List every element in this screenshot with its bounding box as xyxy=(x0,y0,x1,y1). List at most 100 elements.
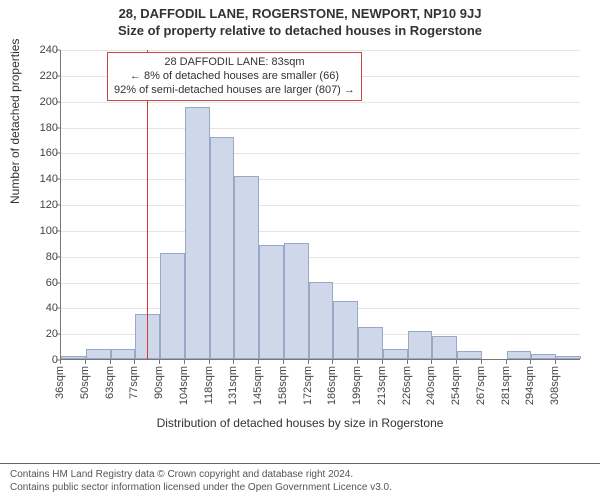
y-tick-mark xyxy=(56,153,60,154)
x-tick-label: 226sqm xyxy=(401,366,413,405)
y-tick-label: 40 xyxy=(18,302,58,314)
x-tick-mark xyxy=(308,360,309,364)
x-tick-mark xyxy=(506,360,507,364)
x-tick-mark xyxy=(357,360,358,364)
histogram-bar xyxy=(507,351,532,359)
plot-area: 28 DAFFODIL LANE: 83sqm ← 8% of detached… xyxy=(60,50,580,360)
annotation-line1: 28 DAFFODIL LANE: 83sqm xyxy=(114,56,355,70)
y-tick-mark xyxy=(56,101,60,102)
histogram-bar xyxy=(383,349,408,359)
x-tick-label: 77sqm xyxy=(128,366,140,399)
gridline xyxy=(61,153,580,154)
x-tick-mark xyxy=(258,360,259,364)
x-tick-label: 145sqm xyxy=(252,366,264,405)
x-axis-label: Distribution of detached houses by size … xyxy=(0,416,600,430)
x-tick-mark xyxy=(481,360,482,364)
x-tick-mark xyxy=(382,360,383,364)
x-tick-label: 131sqm xyxy=(227,366,239,405)
histogram-bar xyxy=(408,331,433,359)
y-tick-mark xyxy=(56,50,60,51)
x-tick-mark xyxy=(431,360,432,364)
y-tick-label: 20 xyxy=(18,328,58,340)
annotation-line3: 92% of semi-detached houses are larger (… xyxy=(114,84,355,98)
y-tick-label: 60 xyxy=(18,277,58,289)
x-tick-mark xyxy=(134,360,135,364)
x-tick-mark xyxy=(407,360,408,364)
page-title-line1: 28, DAFFODIL LANE, ROGERSTONE, NEWPORT, … xyxy=(0,0,600,21)
histogram-bar xyxy=(432,336,457,359)
footer-line2: Contains public sector information licen… xyxy=(10,481,590,494)
attribution-footer: Contains HM Land Registry data © Crown c… xyxy=(0,463,600,500)
y-tick-mark xyxy=(56,179,60,180)
histogram-bar xyxy=(86,349,111,359)
gridline xyxy=(61,257,580,258)
gridline xyxy=(61,231,580,232)
x-tick-mark xyxy=(159,360,160,364)
x-tick-mark xyxy=(332,360,333,364)
x-tick-label: 172sqm xyxy=(302,366,314,405)
x-tick-label: 63sqm xyxy=(104,366,116,399)
histogram-bar xyxy=(309,282,334,360)
x-tick-mark xyxy=(233,360,234,364)
y-tick-label: 160 xyxy=(18,147,58,159)
gridline xyxy=(61,205,580,206)
y-tick-mark xyxy=(56,230,60,231)
y-tick-mark xyxy=(56,334,60,335)
y-tick-label: 120 xyxy=(18,199,58,211)
x-tick-label: 281sqm xyxy=(500,366,512,405)
gridline xyxy=(61,50,580,51)
histogram-bar xyxy=(135,314,160,359)
y-tick-label: 240 xyxy=(18,44,58,56)
histogram-bar xyxy=(160,253,185,359)
x-tick-label: 308sqm xyxy=(549,366,561,405)
histogram-bar xyxy=(111,349,136,359)
y-tick-label: 180 xyxy=(18,122,58,134)
x-tick-mark xyxy=(60,360,61,364)
histogram-chart: Number of detached properties 28 DAFFODI… xyxy=(0,44,600,424)
histogram-bar xyxy=(531,354,556,359)
histogram-bar xyxy=(333,301,358,359)
x-tick-mark xyxy=(184,360,185,364)
y-tick-mark xyxy=(56,75,60,76)
histogram-bar xyxy=(210,137,235,359)
histogram-bar xyxy=(61,356,86,359)
histogram-bar xyxy=(284,243,309,359)
x-tick-label: 199sqm xyxy=(351,366,363,405)
y-tick-label: 0 xyxy=(18,354,58,366)
x-tick-label: 118sqm xyxy=(203,366,215,404)
y-tick-label: 220 xyxy=(18,70,58,82)
x-tick-label: 186sqm xyxy=(326,366,338,405)
y-tick-mark xyxy=(56,308,60,309)
x-tick-mark xyxy=(209,360,210,364)
histogram-bar xyxy=(234,176,259,359)
x-tick-label: 50sqm xyxy=(79,366,91,399)
x-tick-mark xyxy=(110,360,111,364)
x-tick-label: 240sqm xyxy=(425,366,437,405)
x-tick-mark xyxy=(530,360,531,364)
y-tick-mark xyxy=(56,205,60,206)
y-tick-mark xyxy=(56,282,60,283)
histogram-bar xyxy=(457,351,482,359)
histogram-bar xyxy=(259,245,284,359)
histogram-bar xyxy=(556,356,581,359)
y-tick-label: 100 xyxy=(18,225,58,237)
x-tick-mark xyxy=(85,360,86,364)
x-tick-label: 90sqm xyxy=(153,366,165,399)
x-tick-label: 213sqm xyxy=(376,366,388,405)
annotation-box: 28 DAFFODIL LANE: 83sqm ← 8% of detached… xyxy=(107,52,362,101)
footer-line1: Contains HM Land Registry data © Crown c… xyxy=(10,468,590,481)
histogram-bar xyxy=(358,327,383,359)
x-tick-label: 267sqm xyxy=(475,366,487,405)
x-tick-label: 104sqm xyxy=(178,366,190,405)
annotation-line2: ← 8% of detached houses are smaller (66) xyxy=(114,70,355,84)
y-tick-label: 200 xyxy=(18,96,58,108)
x-tick-label: 158sqm xyxy=(277,366,289,405)
y-tick-label: 80 xyxy=(18,251,58,263)
gridline xyxy=(61,102,580,103)
gridline xyxy=(61,128,580,129)
x-tick-mark xyxy=(555,360,556,364)
x-tick-mark xyxy=(456,360,457,364)
y-tick-mark xyxy=(56,127,60,128)
x-tick-label: 36sqm xyxy=(54,366,66,399)
histogram-bar xyxy=(185,107,210,359)
